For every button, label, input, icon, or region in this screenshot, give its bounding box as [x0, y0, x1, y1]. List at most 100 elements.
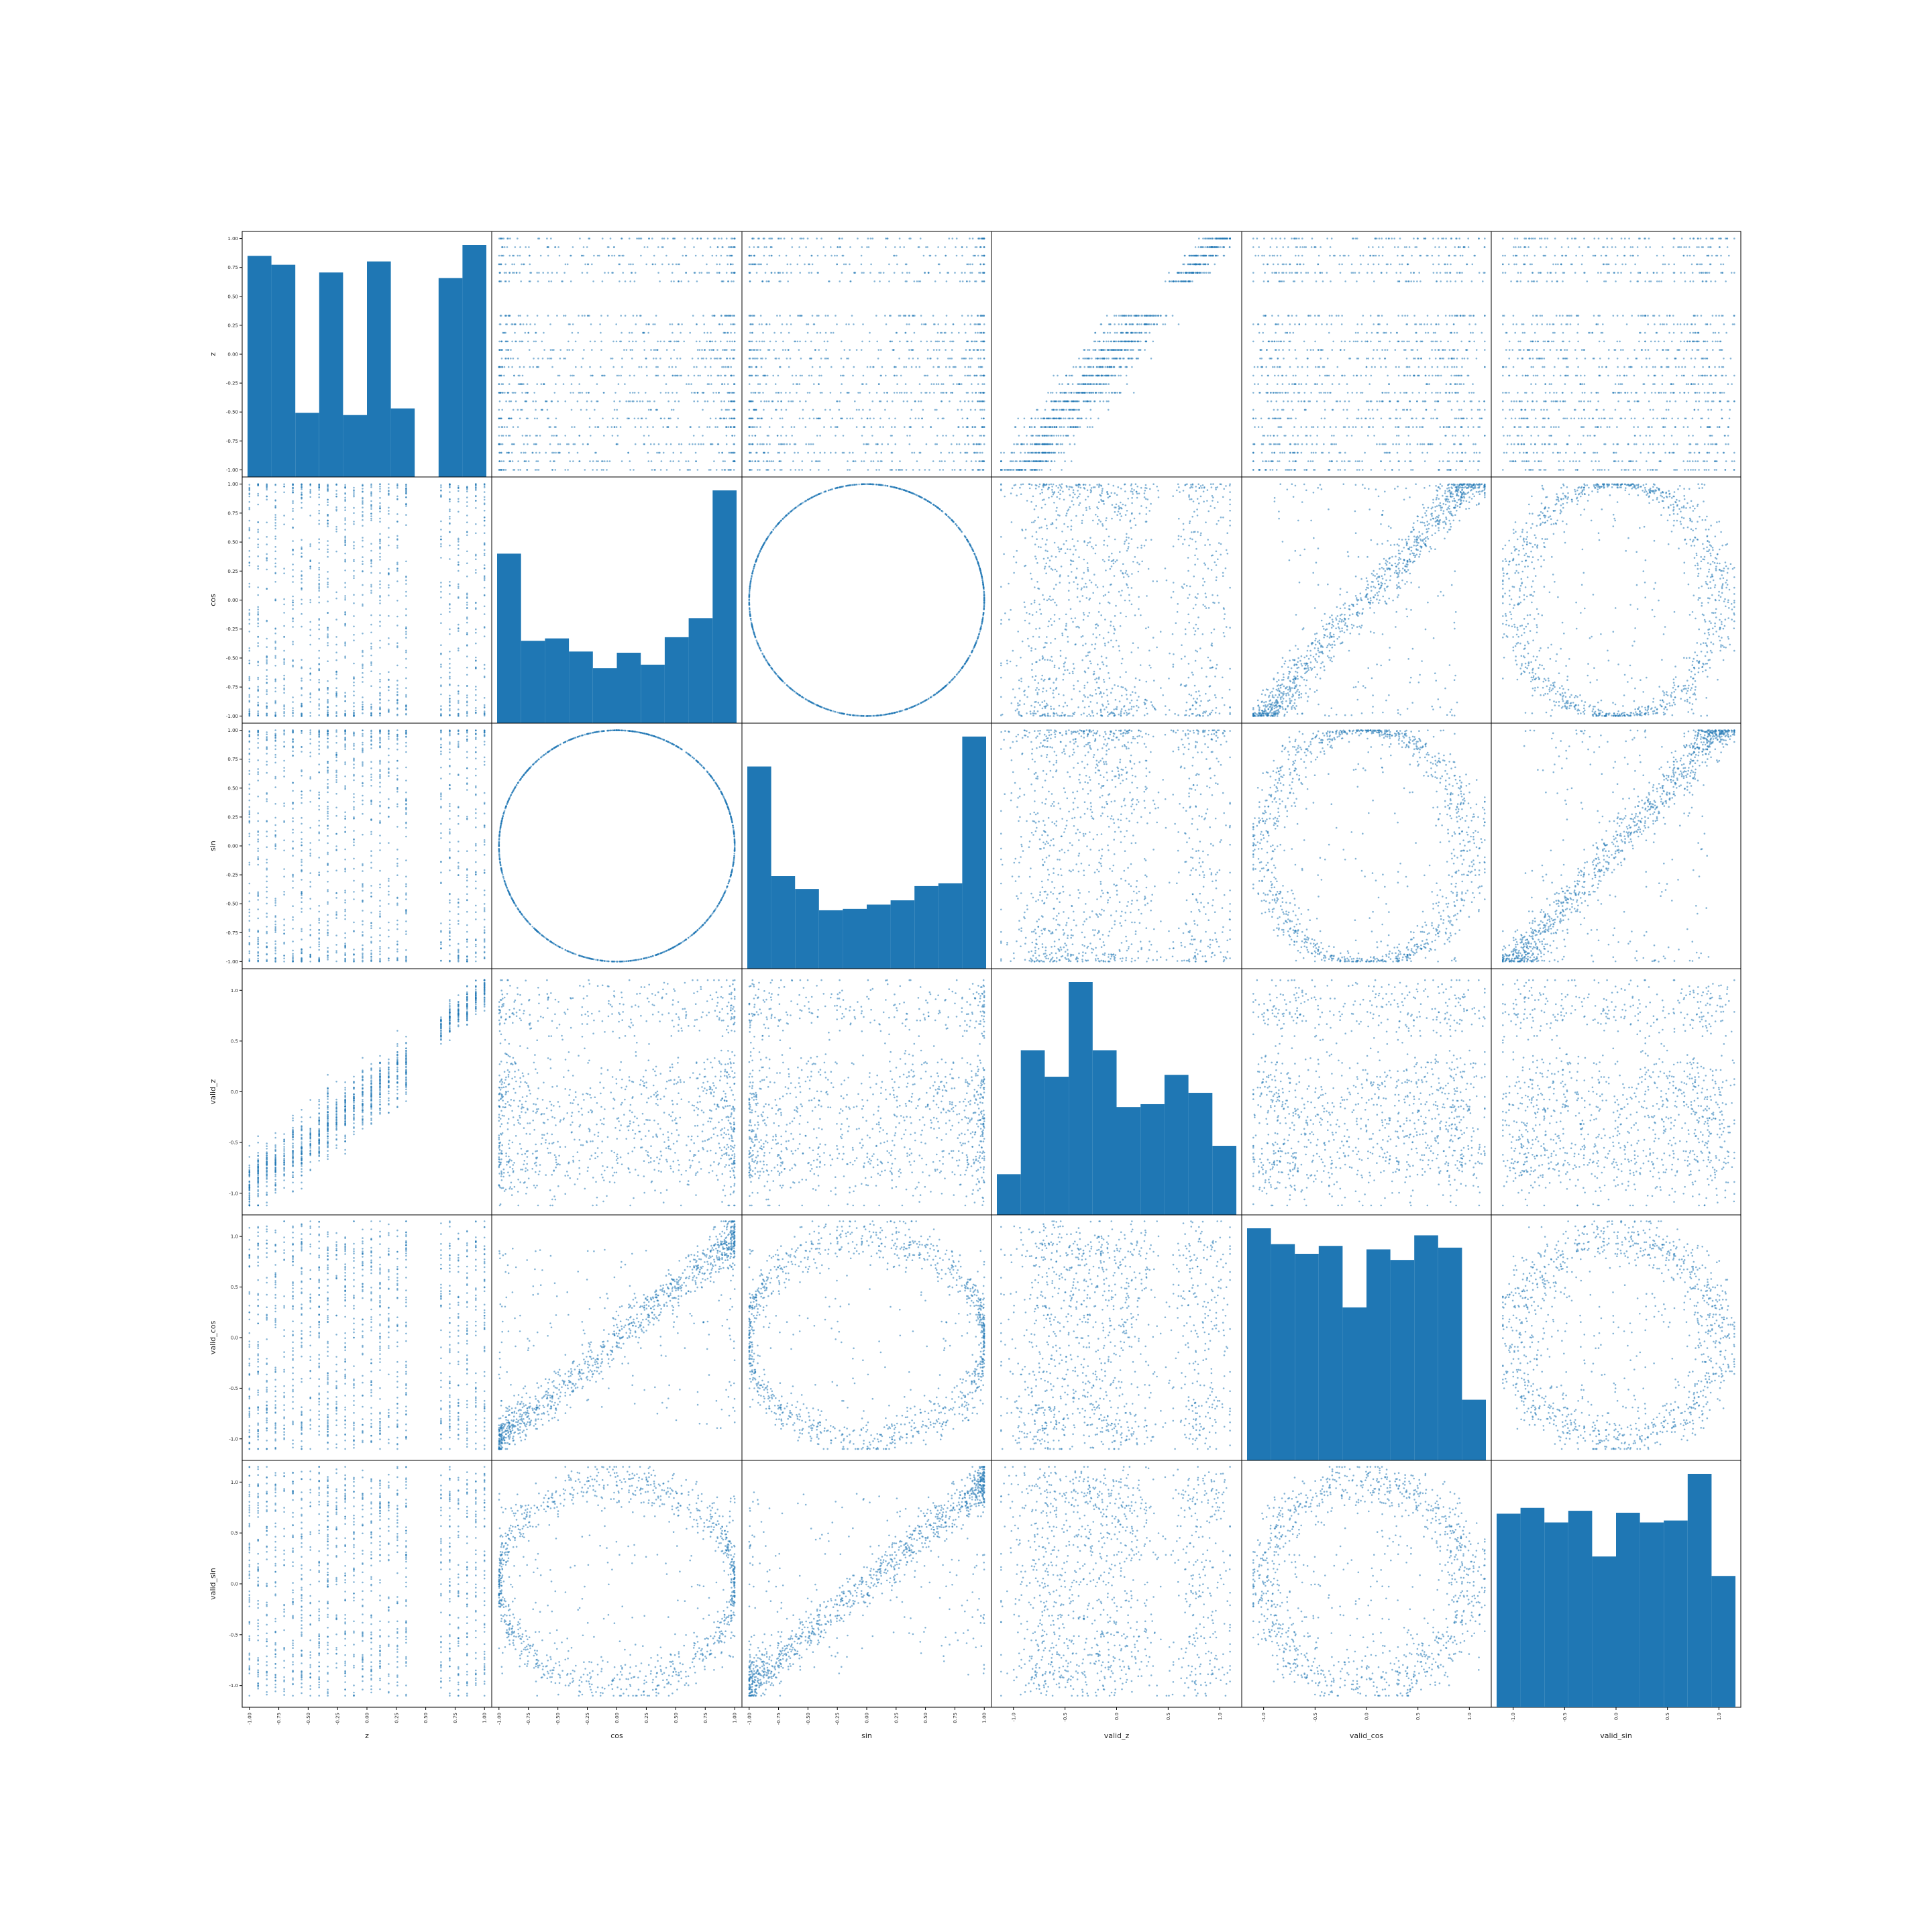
scatter-point [940, 452, 942, 454]
scatter-point [614, 255, 616, 257]
scatter-point [523, 366, 525, 368]
scatter-point [578, 315, 580, 317]
scatter-point [733, 392, 735, 394]
scatter-point [547, 315, 549, 317]
scatter-point [506, 323, 508, 325]
hist-bar-z-2 [295, 413, 319, 477]
scatter-point [936, 349, 938, 351]
scatter-point [662, 426, 664, 428]
scatter-point [572, 332, 574, 334]
scatter-point [643, 443, 645, 445]
scatter-point [824, 358, 826, 360]
scatter-point [534, 418, 536, 420]
scatter-point [875, 315, 877, 317]
scatter-point [649, 400, 651, 402]
scatter-point [905, 383, 907, 385]
scatter-point [910, 418, 912, 420]
scatter-point [513, 264, 515, 266]
scatter-point [753, 246, 755, 248]
scatter-point [499, 272, 501, 274]
scatter-point [498, 237, 500, 239]
scatter-point [709, 426, 711, 428]
scatter-point [700, 237, 702, 239]
scatter-point [780, 237, 782, 239]
scatter-point [921, 418, 923, 420]
scatter-point [835, 426, 837, 428]
scatter-point [830, 392, 832, 394]
scatter-point [775, 341, 777, 343]
scatter-point [733, 469, 735, 471]
scatter-point [619, 255, 621, 257]
scatter-point [573, 375, 575, 377]
scatter-point [500, 315, 502, 317]
scatter-point [641, 237, 643, 239]
scatter-point [920, 400, 922, 402]
scatter-point [942, 418, 944, 420]
scatter-point [502, 255, 504, 257]
scatter-point [676, 392, 678, 394]
scatter-point [695, 255, 697, 257]
scatter-point [975, 332, 977, 334]
scatter-point [818, 469, 820, 471]
scatter-point [672, 375, 674, 377]
scatter-point [559, 349, 561, 351]
scatter-point [582, 358, 584, 360]
scatter-point [894, 418, 896, 420]
scatter-point [731, 452, 733, 454]
scatter-point [519, 383, 521, 385]
scatter-point [507, 237, 509, 239]
scatter-point [813, 383, 815, 385]
scatter-point [592, 375, 594, 377]
scatter-point [519, 323, 521, 325]
scatter-point [763, 400, 765, 402]
scatter-point [961, 383, 963, 385]
scatter-point [657, 272, 659, 274]
scatter-point [906, 264, 908, 266]
scatter-point [678, 264, 680, 266]
scatter-point [541, 341, 543, 343]
scatter-point [653, 443, 655, 445]
scatter-point [559, 375, 561, 377]
scatter-point [870, 264, 872, 266]
scatter-point [556, 435, 558, 437]
scatter-point [798, 349, 800, 351]
y-tick-label: 0.25 [227, 323, 238, 328]
scatter-point [757, 349, 759, 351]
scatter-point [734, 349, 736, 351]
scatter-point [508, 315, 510, 317]
scatter-point [626, 349, 628, 351]
scatter-point [513, 426, 515, 428]
scatter-point [971, 400, 973, 402]
scatter-point [631, 332, 633, 334]
scatter-point [899, 341, 901, 343]
scatter-point [640, 255, 642, 257]
scatter-point [809, 418, 811, 420]
scatter-point [760, 315, 762, 317]
scatter-point [688, 460, 690, 462]
scatter-point [699, 375, 701, 377]
scatter-point [667, 400, 669, 402]
scatter-point [643, 349, 645, 351]
scatter-point [635, 443, 637, 445]
scatter-point [685, 460, 687, 462]
scatter-point [727, 383, 729, 385]
scatter-point [914, 315, 916, 317]
scatter-point [908, 323, 910, 325]
scatter-point [549, 323, 551, 325]
scatter-point [632, 264, 634, 266]
scatter-point [951, 349, 953, 351]
scatter-point [616, 426, 618, 428]
scatter-point [612, 358, 614, 360]
scatter-point [734, 341, 736, 343]
scatter-point [870, 237, 872, 239]
scatter-point [614, 409, 616, 411]
scatter-point [761, 280, 763, 282]
scatter-point [660, 418, 662, 420]
scatter-point [673, 409, 675, 411]
scatter-point [896, 383, 898, 385]
scatter-point [716, 469, 718, 471]
scatter-point [539, 435, 541, 437]
scatter-point [938, 366, 941, 368]
scatter-point [628, 400, 630, 402]
scatter-point [588, 237, 590, 239]
